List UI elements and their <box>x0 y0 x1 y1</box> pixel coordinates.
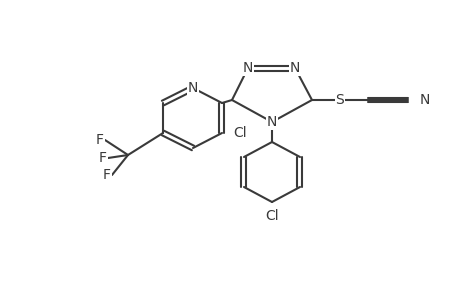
Text: F: F <box>103 168 111 182</box>
Text: N: N <box>419 93 429 107</box>
Text: F: F <box>96 133 104 147</box>
Text: N: N <box>266 115 277 129</box>
Text: Cl: Cl <box>264 209 278 223</box>
Text: Cl: Cl <box>233 126 246 140</box>
Text: N: N <box>242 61 252 75</box>
Text: N: N <box>289 61 300 75</box>
Text: F: F <box>99 151 107 165</box>
Text: N: N <box>187 81 198 95</box>
Text: S: S <box>335 93 344 107</box>
